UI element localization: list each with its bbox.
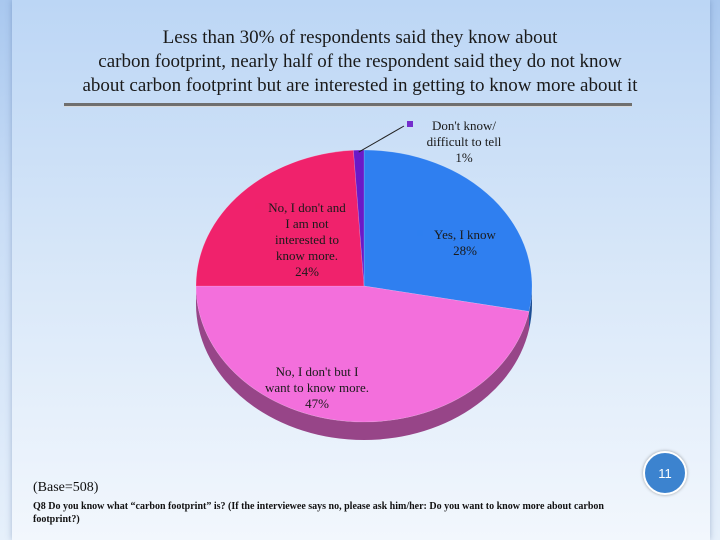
slice-percent-3: 1%: [455, 150, 473, 165]
slice-percent-0: 28%: [453, 243, 477, 258]
slice-percent-2: 24%: [295, 264, 319, 279]
pie-slice-1: [195, 285, 530, 423]
page-number-badge: 11: [643, 451, 687, 495]
title-divider: [64, 103, 632, 107]
slice-label-bullet-0: [417, 230, 423, 236]
slice-label-line-2-3: know more.: [276, 248, 338, 263]
slide-title: Less than 30% of respondents said they k…: [30, 26, 690, 98]
slice-label-line-2-0: No, I don't and: [268, 200, 346, 215]
title-line-3: about carbon footprint but are intereste…: [82, 75, 638, 96]
question-note: Q8 Do you know what “carbon footprint” i…: [33, 501, 604, 525]
slice-label-bullet-1: [245, 366, 251, 372]
slice-label-line-1-0: No, I don't but I: [276, 364, 359, 379]
pie-slice-0: [363, 149, 533, 312]
slice-percent-1: 47%: [305, 396, 329, 411]
pie-slice-3: [353, 149, 365, 287]
page-number: 11: [658, 465, 672, 481]
title-line-1: Less than 30% of respondents said they k…: [162, 27, 558, 48]
slice-label-line-2-2: interested to: [275, 232, 339, 247]
slice-label-bullet-2: [255, 203, 261, 209]
title-line-2: carbon footprint, nearly half of the res…: [98, 51, 622, 72]
slice-label-line-0-0: Yes, I know: [434, 227, 496, 242]
slice-label-line-2-1: I am not: [285, 216, 329, 231]
leader-line: [358, 125, 405, 153]
slice-label-bullet-3: [407, 121, 413, 127]
pie-depth: [196, 286, 532, 440]
pie-slice-side-0: [529, 286, 532, 330]
pie-slice-2: [195, 149, 365, 287]
slice-label-line-1-1: want to know more.: [265, 380, 369, 395]
slice-label-line-3-0: Don't know/: [432, 118, 496, 133]
base-note: (Base=508): [33, 480, 99, 495]
slice-label-line-3-1: difficult to tell: [427, 134, 502, 149]
